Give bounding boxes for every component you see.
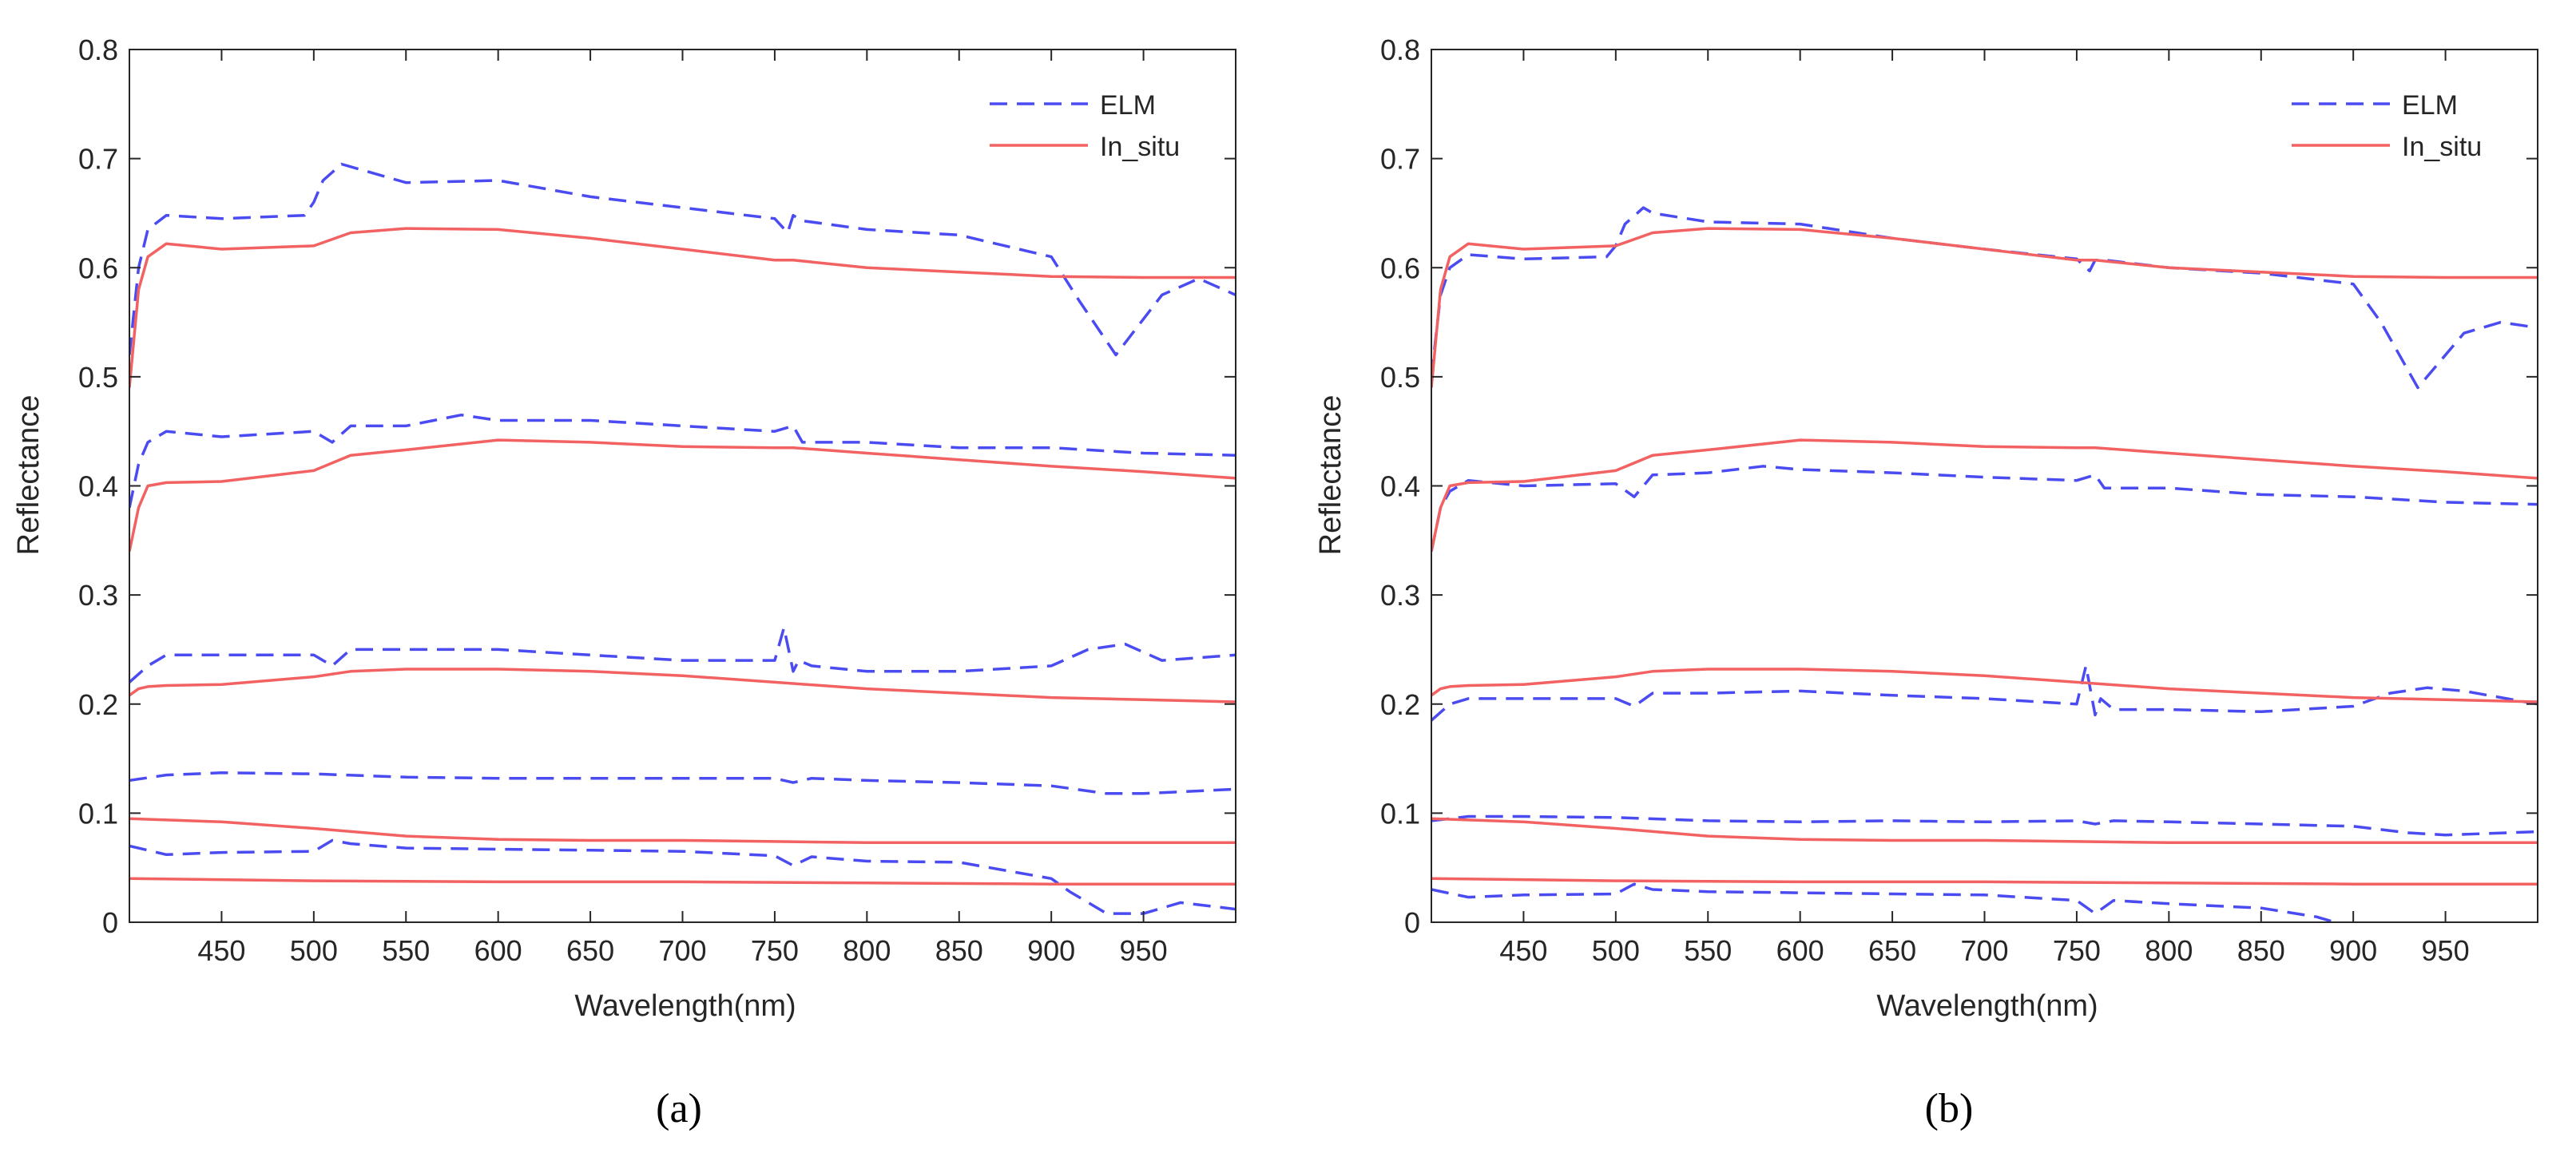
panel-b-y-tick-label: 0.3 — [1380, 579, 1420, 612]
panel-a-x-axis-title: Wavelength(nm) — [574, 989, 796, 1023]
panel-a-x-tick-label: 550 — [382, 934, 430, 967]
panel-a-y-tick-label: 0.5 — [78, 361, 118, 394]
panel-b-plot-area — [1431, 206, 2538, 922]
panel-a-series-0-elm-line — [129, 162, 1236, 357]
panel-a-series-9-in-situ-line — [129, 877, 1236, 886]
panel-a-x-tick-label: 650 — [566, 934, 614, 967]
panel-b-legend-elm-label: ELM — [2402, 90, 2458, 121]
panel-b-x-tick-label: 600 — [1776, 934, 1824, 967]
panel-b-y-tick-label: 0.4 — [1380, 470, 1420, 503]
panel-b-y-tick-label: 0.8 — [1380, 34, 1420, 66]
panel-a-legend: ELM In_situ — [990, 90, 1180, 162]
panel-b-series-7-in-situ-line — [1431, 817, 2538, 845]
panel-b-x-tick-label: 650 — [1868, 934, 1916, 967]
panel-a-legend-elm-label: ELM — [1100, 90, 1156, 121]
panel-a-y-tick-label: 0.1 — [78, 797, 118, 830]
panel-b-x-tick-label: 750 — [2053, 934, 2101, 967]
panel-b-x-tick-label: 550 — [1684, 934, 1732, 967]
panel-b-y-axis-title: Reflectance — [1314, 395, 1348, 556]
panel-a-series-3-in-situ-line — [129, 438, 1236, 552]
panel-a-caption: (a) — [656, 1086, 702, 1131]
panel-a-y-tick-label: 0.2 — [78, 688, 118, 721]
panel-b-y-tick-label: 0 — [1404, 906, 1420, 939]
panel-a-legend-in-situ-label: In_situ — [1100, 132, 1180, 162]
panel-b-series-9-in-situ-line — [1431, 877, 2538, 886]
panel-b-series-4-elm-line — [1431, 664, 2538, 722]
panel-b-x-axis-title: Wavelength(nm) — [1876, 989, 2098, 1023]
panel-b-legend: ELM In_situ — [2292, 90, 2482, 162]
panel-b-y-tick-label: 0.7 — [1380, 143, 1420, 176]
panel-a-y-tick-label: 0.4 — [78, 470, 118, 503]
panel-b-y-tick-label: 0.1 — [1380, 797, 1420, 830]
panel-a-x-tick-label: 750 — [751, 934, 799, 967]
panel-b-x-tick-label: 800 — [2145, 934, 2193, 967]
panel-a-series-2-elm-line — [129, 413, 1236, 509]
chart-panel-a: Reflectance Wavelength(nm) (a) 0 0.1 0.2 0.… — [12, 34, 1236, 1131]
panel-a-x-tick-label: 450 — [197, 934, 245, 967]
panel-b-x-tick-label: 850 — [2237, 934, 2285, 967]
panel-b-y-tick-label: 0.6 — [1380, 252, 1420, 284]
panel-b-y-tick-label: 0.2 — [1380, 688, 1420, 721]
panel-a-series-1-in-situ-line — [129, 227, 1236, 388]
panel-b-x-tick-label: 450 — [1499, 934, 1547, 967]
panel-a-x-tick-label: 800 — [843, 934, 891, 967]
panel-a-x-tick-label: 600 — [474, 934, 522, 967]
panel-b-x-tick-label: 700 — [1960, 934, 2008, 967]
panel-a-y-tick-label: 0.8 — [78, 34, 118, 66]
panel-a-series-7-in-situ-line — [129, 817, 1236, 845]
panel-a-y-tick-label: 0 — [102, 906, 118, 939]
panel-a-y-tick-label: 0.7 — [78, 143, 118, 176]
panel-b-series-1-in-situ-line — [1431, 227, 2538, 388]
panel-a-x-tick-label: 500 — [290, 934, 338, 967]
panel-a-y-tick-label: 0.6 — [78, 252, 118, 284]
panel-a-y-axis-title: Reflectance — [12, 395, 46, 556]
panel-a-x-tick-label: 700 — [658, 934, 706, 967]
panel-a-x-tick-label: 850 — [935, 934, 983, 967]
panel-b-legend-in-situ-label: In_situ — [2402, 132, 2482, 162]
chart-panel-b: Reflectance Wavelength(nm) (b) 0 0.1 0.2 0.… — [1314, 34, 2538, 1131]
panel-a-series-5-in-situ-line — [129, 668, 1236, 703]
panel-b-caption: (b) — [1925, 1086, 1974, 1131]
panel-b-x-tick-label: 950 — [2422, 934, 2470, 967]
panel-a-plot-area — [129, 162, 1236, 915]
panel-a-x-tick-label: 900 — [1027, 934, 1075, 967]
panel-a-x-tick-label: 950 — [1120, 934, 1168, 967]
panel-b-series-3-in-situ-line — [1431, 438, 2538, 552]
panel-a-series-4-elm-line — [129, 626, 1236, 684]
panel-a-series-8-elm-line — [129, 838, 1236, 915]
panel-b-series-2-elm-line — [1431, 465, 2538, 552]
panel-a-y-tick-label: 0.3 — [78, 579, 118, 612]
panel-b-series-8-elm-line — [1431, 882, 2336, 922]
panel-b-x-tick-label: 500 — [1592, 934, 1640, 967]
panel-b-series-5-in-situ-line — [1431, 668, 2538, 703]
panel-b-x-tick-label: 900 — [2329, 934, 2377, 967]
panel-b-y-tick-label: 0.5 — [1380, 361, 1420, 394]
